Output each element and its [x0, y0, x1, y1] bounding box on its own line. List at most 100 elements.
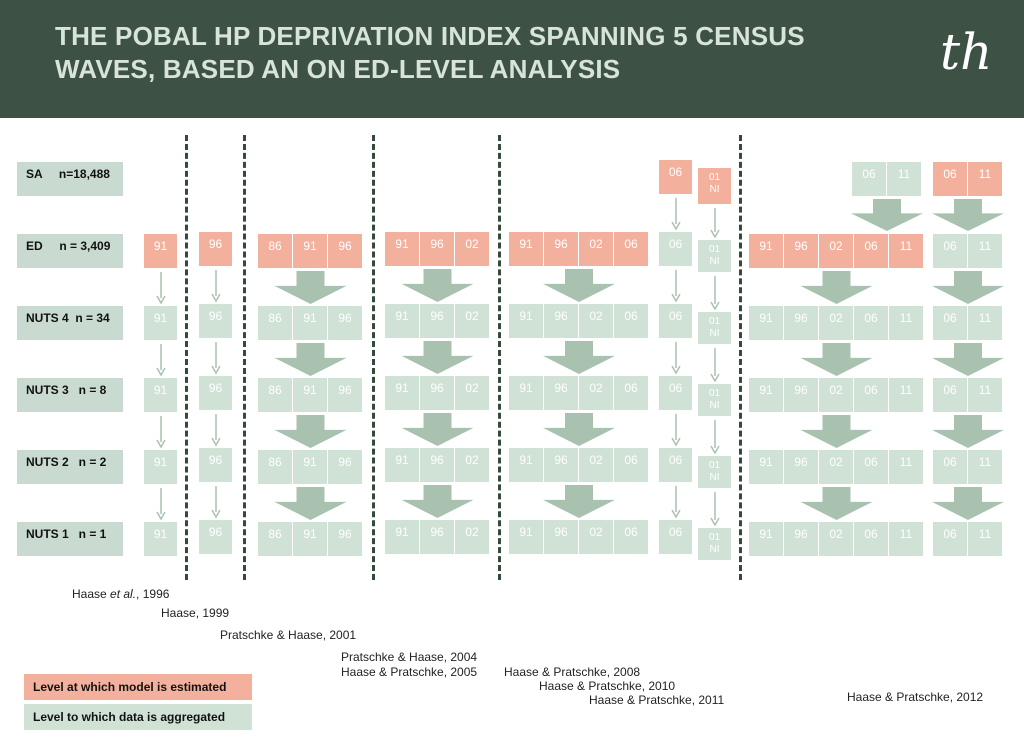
pratschke-haase-2001-nuts4-cell-1: 91 [293, 306, 328, 340]
pratschke-haase-2001-arrow-3 [274, 487, 347, 520]
pratschke-haase-2004-nuts3-cell-0: 91 [385, 376, 420, 410]
haase-pratschke-2008-nuts4-cell-3: 06 [614, 304, 649, 338]
haase-pratschke-2011-sa-cell-0: 01 NI [698, 168, 732, 204]
haase-pratschke-2010-nuts2-cell-0: 06 [659, 448, 693, 482]
haase-pratschke-2012-a-nuts2-cell-4: 11 [889, 450, 924, 484]
pratschke-haase-2001-arrow-2 [274, 415, 347, 448]
haase-pratschke-2011-arrow-2-head [710, 445, 720, 455]
pratschke-haase-2001-nuts1-cell-0: 86 [258, 522, 293, 556]
haase-pratschke-2012-b-nuts2-cell-1: 11 [968, 450, 1003, 484]
pratschke-haase-2004-nuts2-cell-2: 02 [455, 448, 490, 482]
haase-pratschke-2012-a-ed-cell-3: 06 [854, 234, 889, 268]
haase-pratschke-2012-b-nuts1-cell-1: 11 [968, 522, 1003, 556]
haase-pratschke-2012-b-arrow-1 [932, 343, 1004, 376]
pratschke-haase-2004-nuts1-cell-2: 02 [455, 520, 490, 554]
haase-pratschke-2011-ed-cell-0: 01 NI [698, 240, 732, 272]
haase-pratschke-2012-a-nuts4-cell-1: 96 [784, 306, 819, 340]
reference-haase-1996: Haase et al., 1996 [72, 587, 170, 601]
haase-pratschke-2012-a-nuts2-cell-2: 02 [819, 450, 854, 484]
pratschke-haase-2001-nuts3-cell-0: 86 [258, 378, 293, 412]
haase-1996-ed-cell-0: 91 [144, 234, 178, 268]
page-title: THE POBAL HP DEPRIVATION INDEX SPANNING … [55, 21, 805, 84]
haase-pratschke-2012-a-nuts1-cell-1: 96 [784, 522, 819, 556]
pratschke-haase-2004-ed-cell-0: 91 [385, 232, 420, 266]
haase-pratschke-2008-nuts4-cell-0: 91 [509, 304, 544, 338]
haase-pratschke-2011-sa-arrow-head [710, 229, 720, 239]
haase-1996-nuts2-cell-0: 91 [144, 450, 178, 484]
pratschke-haase-2004-nuts2-cell-0: 91 [385, 448, 420, 482]
pratschke-haase-2001-ed-cell-0: 86 [258, 234, 293, 268]
haase-pratschke-2011-nuts4-cell-0: 01 NI [698, 312, 732, 344]
pratschke-haase-2004-nuts4-cell-2: 02 [455, 304, 490, 338]
level-label-nuts4: NUTS 4 n = 34 [17, 306, 123, 340]
level-label-ed: ED n = 3,409 [17, 234, 123, 268]
haase-pratschke-2012-b-arrow-2 [932, 415, 1004, 448]
divider-1 [185, 135, 188, 580]
haase-pratschke-2010-arrow-2-head [671, 437, 681, 447]
haase-pratschke-2012-a-nuts3-cell-4: 11 [889, 378, 924, 412]
pratschke-haase-2001-nuts1-cell-1: 91 [293, 522, 328, 556]
level-label-sa: SA n=18,488 [17, 162, 123, 196]
pratschke-haase-2001-arrow-0 [274, 271, 347, 304]
haase-pratschke-2008-nuts1-cell-1: 96 [544, 520, 579, 554]
haase-pratschke-2012-a-arrow-3 [800, 487, 873, 520]
haase-pratschke-2011-nuts1-cell-0: 01 NI [698, 528, 732, 560]
haase-pratschke-2012-a-nuts4-cell-0: 91 [749, 306, 784, 340]
pratschke-haase-2004-arrow-1 [401, 341, 474, 374]
pratschke-haase-2004-nuts3-cell-2: 02 [455, 376, 490, 410]
haase-pratschke-2012-a-nuts2-cell-1: 96 [784, 450, 819, 484]
pratschke-haase-2004-arrow-2 [401, 413, 474, 446]
pratschke-haase-2004-nuts4-cell-0: 91 [385, 304, 420, 338]
haase-pratschke-2010-arrow-0-head [671, 293, 681, 303]
legend-estimated: Level at which model is estimated [24, 674, 252, 700]
haase-pratschke-2012-a-nuts4-cell-4: 11 [889, 306, 924, 340]
level-label-nuts3: NUTS 3 n = 8 [17, 378, 123, 412]
reference-haase-pratschke-2005: Haase & Pratschke, 2005 [341, 665, 478, 679]
pratschke-haase-2001-nuts3-cell-1: 91 [293, 378, 328, 412]
haase-pratschke-2008-arrow-2 [543, 413, 615, 446]
haase-pratschke-2010-arrow-3-head [671, 509, 681, 519]
haase-pratschke-2012-a-nuts1-cell-2: 02 [819, 522, 854, 556]
haase-pratschke-2012-b-sa-cell-0: 06 [933, 162, 968, 196]
haase-pratschke-2012-a-nuts3-cell-0: 91 [749, 378, 784, 412]
haase-pratschke-2012-b-arrow-0 [932, 271, 1004, 304]
haase-pratschke-2010-ed-cell-0: 06 [659, 232, 693, 266]
haase-pratschke-2012-b-nuts4-cell-0: 06 [933, 306, 968, 340]
haase-pratschke-2012-a-arrow-1 [800, 343, 873, 376]
haase-pratschke-2012-a-nuts1-cell-4: 11 [889, 522, 924, 556]
haase-pratschke-2012-b-arrow-3 [932, 487, 1004, 520]
haase-pratschke-2012-a-sa-cell-1: 11 [887, 162, 922, 196]
haase-1996-nuts3-cell-0: 91 [144, 378, 178, 412]
haase-pratschke-2008-ed-cell-1: 96 [544, 232, 579, 266]
pratschke-haase-2001-nuts2-cell-2: 96 [328, 450, 363, 484]
haase-pratschke-2008-ed-cell-0: 91 [509, 232, 544, 266]
haase-pratschke-2012-a-sa-cell-0: 06 [852, 162, 887, 196]
haase-pratschke-2008-nuts2-cell-0: 91 [509, 448, 544, 482]
reference-pratschke-haase-2001: Pratschke & Haase, 2001 [220, 628, 357, 642]
haase-pratschke-2012-b-ed-cell-0: 06 [933, 234, 968, 268]
haase-1999-nuts1-cell-0: 96 [199, 520, 233, 554]
pratschke-haase-2001-nuts4-cell-2: 96 [328, 306, 363, 340]
haase-pratschke-2008-nuts3-cell-0: 91 [509, 376, 544, 410]
haase-1996-arrow-0-head [156, 295, 166, 305]
haase-pratschke-2012-b-nuts3-cell-0: 06 [933, 378, 968, 412]
haase-pratschke-2012-a-nuts2-cell-0: 91 [749, 450, 784, 484]
haase-pratschke-2010-sa-arrow-head [671, 221, 681, 231]
haase-pratschke-2012-a-nuts3-cell-1: 96 [784, 378, 819, 412]
pratschke-haase-2004-nuts4-cell-1: 96 [420, 304, 455, 338]
haase-pratschke-2008-nuts2-cell-2: 02 [579, 448, 614, 482]
pratschke-haase-2004-arrow-0 [401, 269, 474, 302]
haase-pratschke-2008-ed-cell-2: 02 [579, 232, 614, 266]
haase-1996-nuts4-cell-0: 91 [144, 306, 178, 340]
haase-1999-arrow-0-head [211, 293, 221, 303]
haase-pratschke-2010-sa-cell-0: 06 [659, 160, 693, 194]
haase-pratschke-2012-b-ed-cell-1: 11 [968, 234, 1003, 268]
haase-pratschke-2012-b-sa-cell-1: 11 [968, 162, 1003, 196]
haase-pratschke-2012-b-nuts4-cell-1: 11 [968, 306, 1003, 340]
haase-pratschke-2012-a-ed-cell-0: 91 [749, 234, 784, 268]
haase-pratschke-2012-a-arrow-0 [800, 271, 873, 304]
haase-pratschke-2008-nuts3-cell-3: 06 [614, 376, 649, 410]
haase-pratschke-2012-a-nuts4-cell-3: 06 [854, 306, 889, 340]
haase-1996-arrow-1-head [156, 367, 166, 377]
haase-pratschke-2008-nuts2-cell-3: 06 [614, 448, 649, 482]
